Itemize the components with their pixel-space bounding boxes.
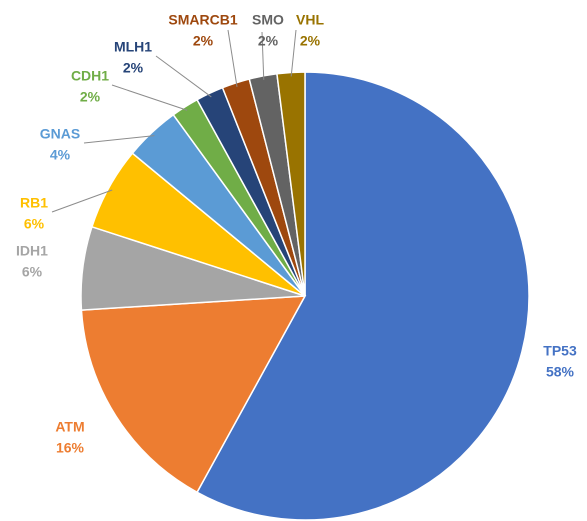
pie-slice bbox=[80, 295, 307, 494]
slice-value-label: 4% bbox=[50, 147, 71, 163]
pie-slice bbox=[276, 71, 306, 297]
slice-value-label: 58% bbox=[546, 364, 575, 380]
slice-label: TP53 bbox=[543, 343, 577, 359]
leader-line bbox=[155, 55, 212, 98]
slice-label: RB1 bbox=[20, 195, 48, 211]
slice-value-label: 2% bbox=[258, 33, 279, 49]
leader-line bbox=[83, 135, 155, 144]
leader-line bbox=[227, 29, 238, 87]
slice-value-label: 2% bbox=[80, 89, 101, 105]
slice-label: CDH1 bbox=[71, 68, 109, 84]
slice-label: GNAS bbox=[40, 126, 80, 142]
leader-line bbox=[290, 29, 297, 77]
slice-value-label: 2% bbox=[300, 33, 321, 49]
slice-label: SMARCB1 bbox=[168, 12, 237, 28]
slice-label: ATM bbox=[55, 419, 84, 435]
slice-value-label: 6% bbox=[22, 264, 43, 280]
slice-value-label: 2% bbox=[123, 60, 144, 76]
pie-slice bbox=[196, 71, 530, 521]
leader-line bbox=[111, 84, 188, 111]
leader-line bbox=[261, 31, 265, 80]
slice-value-label: 2% bbox=[193, 33, 214, 49]
slice-value-label: 6% bbox=[24, 216, 45, 232]
slice-label: SMO bbox=[252, 12, 284, 28]
leader-line bbox=[51, 189, 113, 213]
slice-label: MLH1 bbox=[114, 39, 152, 55]
slice-value-label: 16% bbox=[56, 440, 85, 456]
slice-label: IDH1 bbox=[16, 243, 48, 259]
slice-label: VHL bbox=[296, 12, 324, 28]
